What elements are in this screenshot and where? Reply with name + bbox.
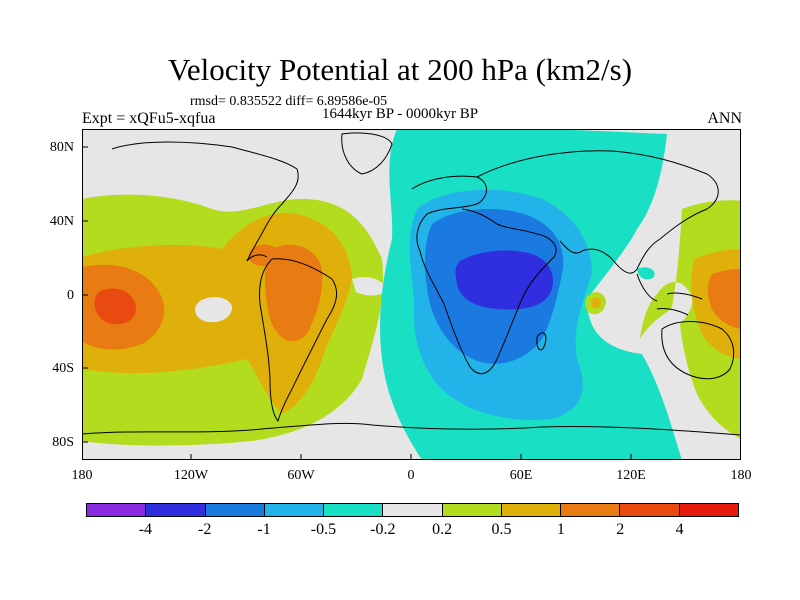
colorbar-swatch	[324, 504, 384, 516]
colorbar-label: 0.5	[491, 521, 512, 538]
lat-label-80s: 80S	[52, 435, 74, 450]
colorbar-label: -1	[257, 521, 271, 538]
lon-label-120e: 120E	[616, 468, 646, 483]
contour-1-wp-blob	[591, 297, 601, 309]
contour-0.2-pacific-hole	[195, 297, 232, 323]
season-label: ANN	[707, 110, 742, 127]
period-label: 1644kyr BP - 0000kyr BP	[322, 106, 479, 122]
colorbar-label: -0.5	[310, 521, 337, 538]
colorbar-label: 0.2	[432, 521, 453, 538]
lat-label-80n: 80N	[49, 140, 74, 155]
colorbar-swatch	[146, 504, 206, 516]
colorbar	[86, 503, 739, 517]
contour-0.2-atlantic-hole	[352, 277, 387, 296]
lat-label-40n: 40N	[49, 214, 74, 229]
lat-label-0: 0	[67, 288, 74, 303]
map-panel	[82, 129, 741, 460]
colorbar-swatch	[620, 504, 680, 516]
colorbar-label: -4	[138, 521, 153, 538]
colorbar-swatch	[442, 504, 502, 516]
colorbar-label: 1	[556, 521, 565, 538]
lon-label-60e: 60E	[509, 468, 533, 483]
lat-label-40s: 40S	[52, 361, 74, 376]
contour-neg2	[455, 250, 553, 310]
contour-neg-wp-blob	[637, 267, 655, 280]
colorbar-label: 4	[675, 521, 684, 538]
contour-map	[82, 129, 741, 460]
contour-1-samerica	[265, 244, 323, 342]
experiment-label: Expt = xQFu5-xqfua	[82, 110, 216, 127]
colorbar-swatch	[561, 504, 621, 516]
colorbar-swatch	[383, 504, 443, 516]
contour-1-east	[707, 269, 741, 329]
colorbar-label: 2	[616, 521, 625, 538]
stats-line: rmsd= 0.835522 diff= 6.89586e-05	[190, 94, 388, 109]
contour-2-west	[94, 288, 137, 325]
colorbar-swatch	[205, 504, 265, 516]
lon-label-180w: 180	[71, 468, 93, 483]
colorbar-swatch	[87, 504, 147, 516]
lon-label-0: 0	[407, 468, 415, 483]
tick-marks	[82, 146, 632, 460]
lon-label-180e: 180	[730, 468, 752, 483]
colorbar-label: -2	[198, 521, 212, 538]
lon-label-60w: 60W	[287, 468, 315, 483]
plot-title: Velocity Potential at 200 hPa (km2/s)	[167, 52, 633, 87]
lon-label-120w: 120W	[173, 468, 209, 483]
colorbar-swatch	[679, 504, 738, 516]
colorbar-swatch	[501, 504, 562, 516]
contour-0.2-natl-blob	[170, 221, 186, 234]
colorbar-label: -0.2	[370, 521, 396, 538]
coastlines	[82, 132, 741, 436]
colorbar-swatch	[264, 504, 325, 516]
